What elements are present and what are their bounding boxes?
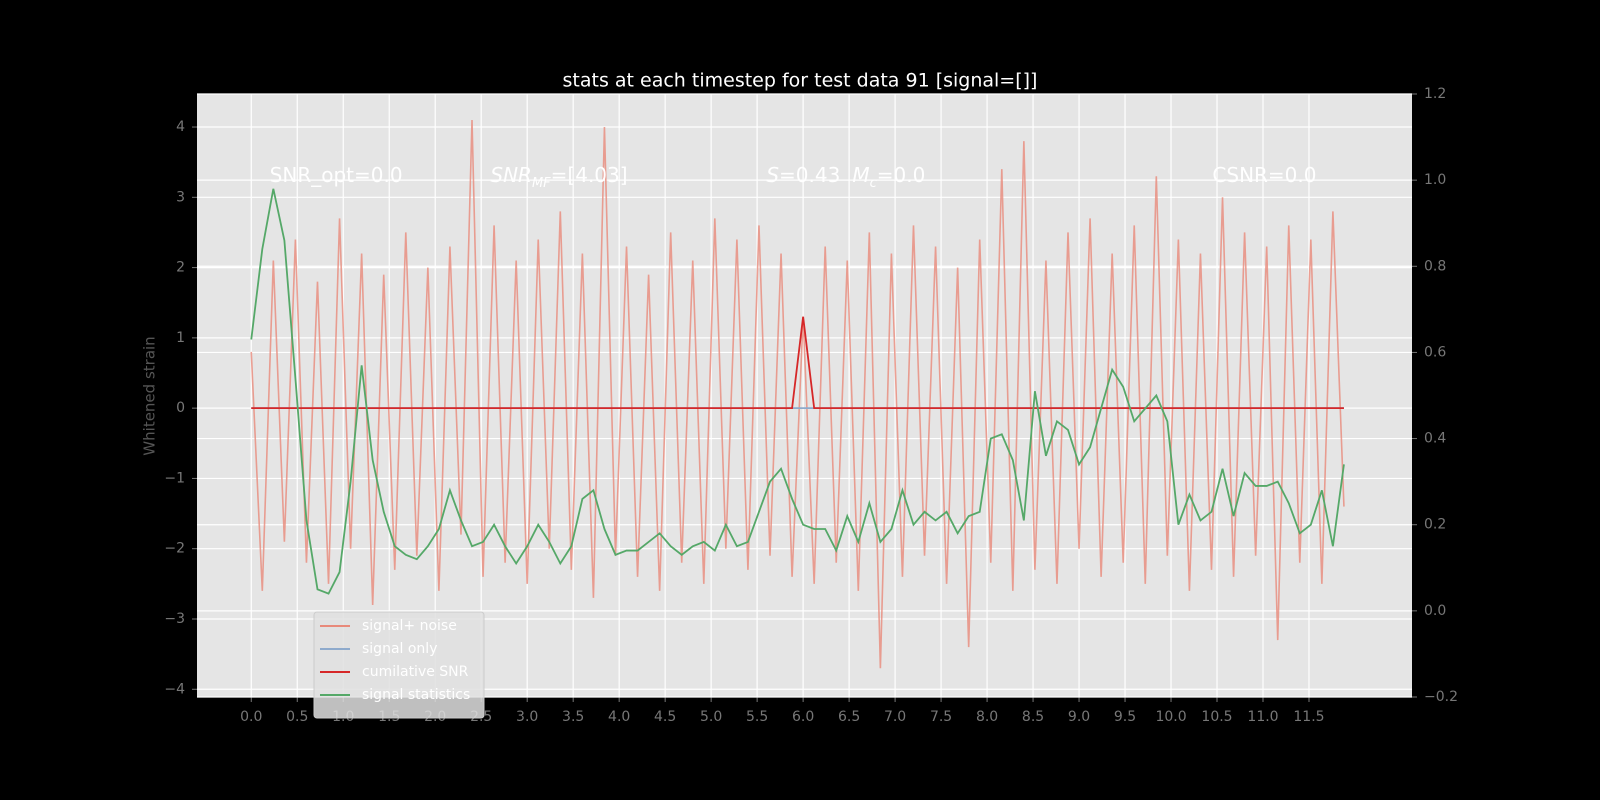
lines [250,119,1345,669]
y-tick-label: −2 [164,541,185,557]
y-tick-label: 0 [176,400,185,416]
chart-title: stats at each timestep for test data 91 … [563,70,1038,92]
labels: 0.00.51.01.52.02.53.03.54.04.55.05.56.06… [164,86,1458,725]
y2-tick-label: 0.2 [1424,517,1446,533]
x-tick-label: 4.0 [608,709,630,725]
y2-tick-label: 0.6 [1424,344,1446,360]
y-tick-label: −4 [164,681,185,697]
y2-tick-label: 1.2 [1424,86,1446,102]
legend-label: cumilative SNR [362,664,469,680]
x-tick-label: 7.0 [884,709,906,725]
y2-tick-label: 0.4 [1424,431,1446,447]
x-tick-label: 4.5 [654,709,676,725]
x-tick-label: 10.0 [1155,709,1186,725]
series-line [250,188,1345,595]
series-line [250,119,1345,669]
y-tick-label: 3 [176,189,185,205]
annotation-part: MF [532,176,551,191]
x-tick-label: 0.5 [286,709,308,725]
x-tick-label: 5.5 [746,709,768,725]
y2-tick-label: 0.0 [1424,603,1446,619]
annotation: CSNR=0.0 [1212,163,1316,187]
annotation-part: S [766,163,779,187]
annotation-part: M [852,163,869,187]
x-tick-label: 8.5 [1022,709,1044,725]
annotation: SNRMF=[4.03] [490,163,627,192]
plot-background [197,94,1412,697]
legend-box [313,611,485,719]
annotation-part: =0.43 [779,163,840,187]
annotation-part: SNR [490,163,532,187]
y2-tick-label: 1.0 [1424,172,1446,188]
legend-label: signal statistics [362,687,470,703]
y2-tick-label: 0.8 [1424,258,1446,274]
x-tick-label: 9.0 [1068,709,1090,725]
x-tick-label: 3.5 [562,709,584,725]
x-tick-label: 3.0 [516,709,538,725]
x-tick-label: 6.0 [792,709,814,725]
x-tick-label: 11.5 [1293,709,1324,725]
y2-tick-label: −0.2 [1424,689,1458,705]
y-tick-label: −1 [164,470,185,486]
y-tick-label: 2 [176,260,185,276]
y-tick-label: 4 [176,119,185,135]
annotation: S=0.43 Mc=0.0 [766,163,925,192]
x-tick-label: 5.0 [700,709,722,725]
y-tick-label: 1 [176,330,185,346]
y-tick-label: −3 [164,611,185,627]
annotation-part: =0.0 [877,163,926,187]
annotation-part: CSNR=0.0 [1212,163,1316,187]
x-tick-label: 0.0 [240,709,262,725]
x-tick-label: 6.5 [838,709,860,725]
annotation-part: c [870,176,877,191]
legend-label: signal only [362,641,437,657]
x-tick-label: 11.0 [1247,709,1278,725]
x-tick-label: 9.5 [1114,709,1136,725]
legend-label: signal+ noise [362,618,457,634]
annotation: SNR_opt=0.0 [270,163,403,187]
y-axis-label: Whitened strain [141,336,159,455]
x-tick-label: 7.5 [930,709,952,725]
x-tick-label: 8.0 [976,709,998,725]
annotation-part: =[4.03] [551,163,628,187]
annotation-part: SNR_opt=0.0 [270,163,403,187]
x-tick-label: 10.5 [1201,709,1232,725]
